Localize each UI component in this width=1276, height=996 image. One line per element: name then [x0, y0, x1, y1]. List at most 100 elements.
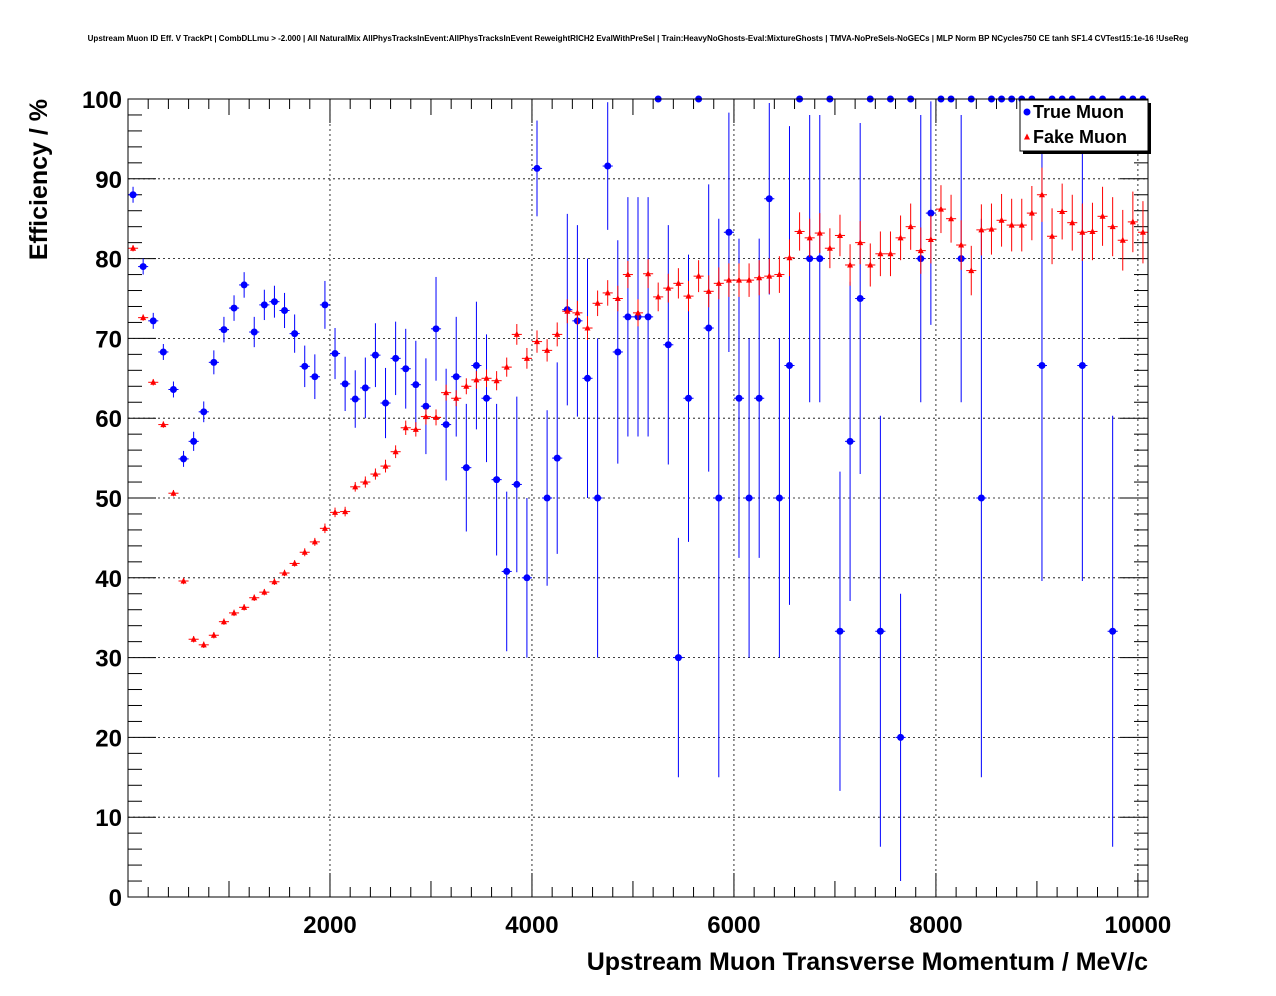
data-point	[301, 548, 308, 555]
data-point	[695, 272, 702, 279]
data-point	[220, 326, 228, 334]
data-point	[169, 385, 177, 393]
data-point	[321, 524, 328, 531]
data-point	[523, 574, 531, 582]
legend: True Muon Fake Muon	[1019, 99, 1151, 154]
data-point	[948, 215, 955, 222]
data-point	[442, 421, 450, 429]
data-point	[796, 227, 803, 234]
data-point	[271, 578, 278, 585]
data-point	[130, 244, 137, 251]
y-tick-label: 60	[95, 406, 122, 433]
data-point	[645, 270, 652, 277]
data-point	[735, 394, 743, 402]
data-point	[422, 402, 430, 410]
data-point	[826, 244, 833, 251]
data-point	[856, 295, 864, 302]
data-point	[816, 229, 823, 236]
data-point	[443, 389, 450, 396]
axis-ticks	[128, 98, 1148, 898]
data-point	[270, 298, 278, 306]
data-point	[402, 365, 410, 373]
data-point	[412, 425, 419, 432]
data-point	[140, 314, 147, 321]
plot-frame	[127, 98, 1149, 898]
data-point	[200, 408, 208, 416]
data-point	[806, 255, 814, 263]
legend-label-2: Fake Muon	[1033, 127, 1127, 147]
x-axis-label: Upstream Muon Transverse Momentum / MeV/…	[587, 948, 1148, 976]
data-point	[341, 380, 349, 388]
data-point	[160, 421, 167, 428]
data-point	[1049, 232, 1056, 239]
data-point	[432, 325, 440, 333]
data-point	[1008, 221, 1015, 228]
data-point	[503, 363, 510, 370]
data-point	[1109, 627, 1117, 635]
x-tick-label: 2000	[303, 912, 356, 939]
data-point	[473, 376, 480, 383]
data-point	[513, 330, 520, 337]
data-point	[342, 508, 349, 515]
data-point	[200, 641, 207, 648]
data-point	[846, 437, 854, 445]
y-tick-label: 100	[82, 87, 122, 114]
data-point	[1089, 227, 1096, 234]
data-point	[836, 627, 844, 635]
data-point	[453, 394, 460, 401]
data-point	[1078, 362, 1086, 370]
data-point	[877, 250, 884, 257]
y-tick-label: 70	[95, 326, 122, 353]
data-point	[351, 395, 359, 403]
data-point	[503, 567, 511, 575]
data-point	[665, 284, 672, 291]
data-point	[836, 231, 843, 238]
data-point	[533, 164, 541, 172]
y-axis-label: Efficiency / %	[25, 99, 53, 260]
series-fake-muon	[128, 167, 1148, 649]
data-point	[614, 348, 622, 356]
data-point	[1129, 218, 1136, 225]
data-point	[452, 373, 460, 381]
data-point	[392, 448, 399, 455]
data-point	[978, 226, 985, 233]
data-point	[785, 362, 793, 370]
data-point	[674, 654, 682, 662]
y-tick-label: 20	[95, 725, 122, 752]
data-point	[311, 373, 319, 381]
data-point	[745, 494, 753, 502]
data-point	[998, 216, 1005, 223]
data-point	[301, 362, 309, 370]
data-point	[766, 272, 773, 279]
data-point	[483, 394, 491, 402]
data-point	[715, 494, 723, 502]
data-point	[635, 309, 641, 316]
data-point	[210, 631, 217, 638]
series-true-muon	[128, 95, 1148, 882]
data-point	[1139, 228, 1146, 235]
data-point	[260, 301, 268, 309]
data-point	[715, 279, 722, 286]
data-point	[675, 279, 682, 286]
data-point	[1069, 219, 1076, 226]
data-point	[958, 241, 965, 248]
data-point	[291, 559, 298, 566]
data-point	[685, 292, 692, 299]
data-point	[887, 250, 894, 257]
data-point	[776, 271, 783, 278]
data-point	[816, 255, 824, 263]
data-point	[584, 374, 592, 382]
data-point	[513, 480, 521, 488]
data-point	[180, 455, 188, 463]
data-point	[534, 338, 541, 345]
data-point	[251, 594, 258, 601]
legend-label-1: True Muon	[1033, 102, 1124, 122]
data-point	[1079, 228, 1086, 235]
data-point	[372, 470, 379, 477]
data-point	[574, 309, 581, 316]
data-point	[1018, 221, 1025, 228]
data-point	[684, 394, 692, 402]
data-point	[1109, 223, 1116, 230]
data-point	[584, 324, 591, 331]
data-point	[422, 413, 429, 420]
